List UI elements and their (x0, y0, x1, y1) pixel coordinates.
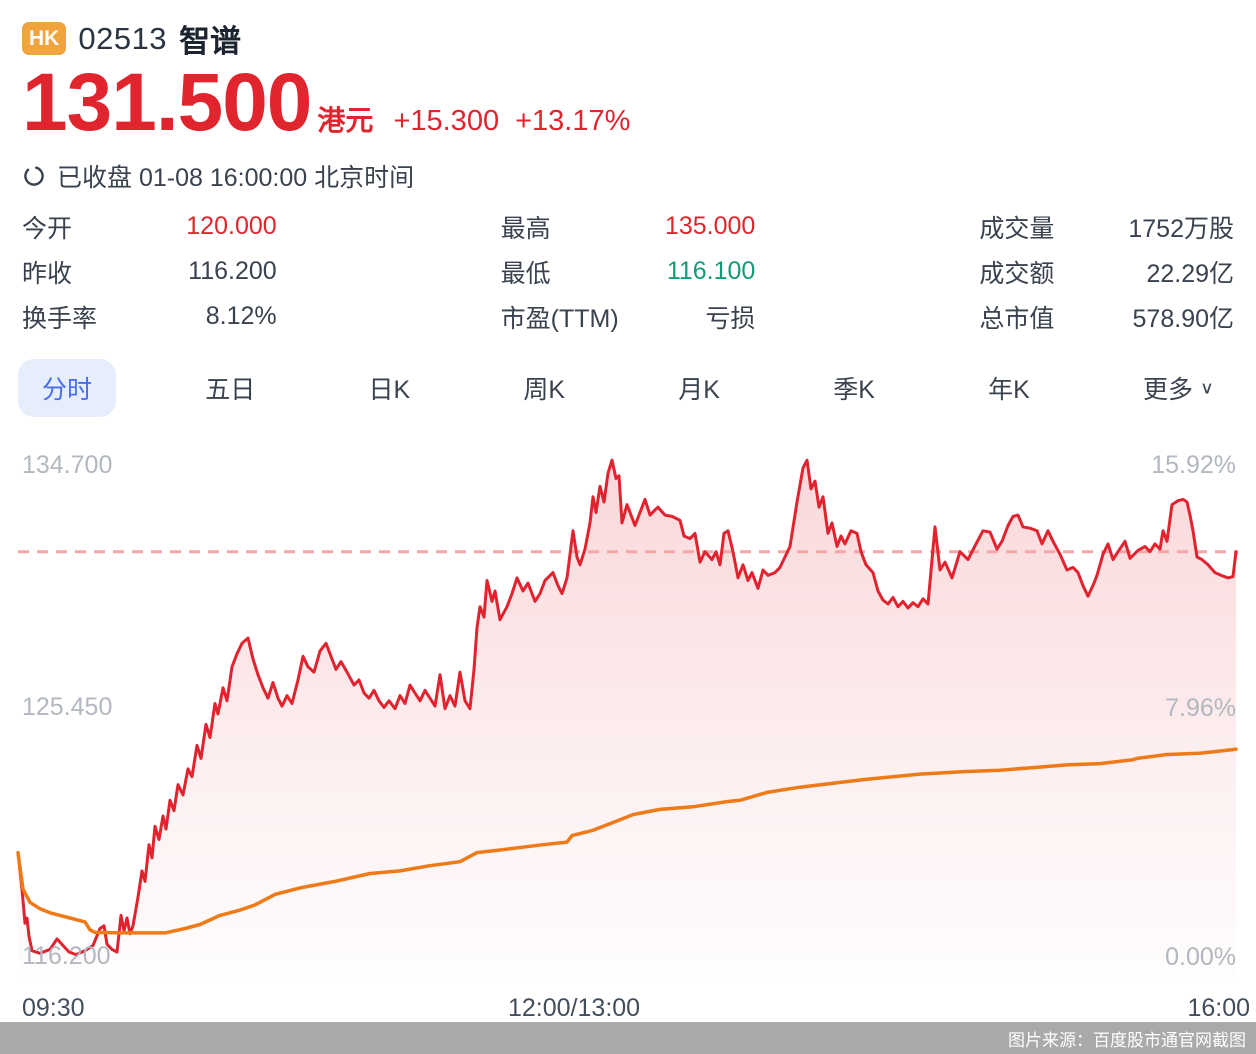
price-area-fill (18, 460, 1236, 982)
stat-low-label: 最低 (500, 259, 551, 288)
tab-monthly-k[interactable]: 月K (654, 359, 744, 417)
stat-prev-close-value: 116.200 (188, 257, 277, 285)
stat-pe-ttm: 市盈(TTM) 亏损 (501, 294, 756, 339)
stat-high: 最高 135.000 (501, 204, 756, 249)
stat-market-cap-label: 总市值 (979, 304, 1055, 333)
stat-low-value: 116.100 (666, 257, 756, 285)
tab-5day[interactable]: 五日 (181, 359, 279, 417)
stat-high-value: 135.000 (664, 212, 756, 240)
tab-minute[interactable]: 分时 (18, 359, 117, 417)
tab-5day-label: 五日 (205, 376, 256, 404)
stat-turnover-rate-label: 换手率 (22, 304, 98, 333)
current-price: 131.500 (22, 57, 312, 148)
image-credit-bar: 图片来源：百度股市通官网截图 (0, 1022, 1256, 1054)
stat-high-label: 最高 (500, 214, 551, 243)
currency-label: 港元 (317, 105, 374, 136)
stat-volume: 成交量 1752万股 (979, 204, 1234, 249)
y-axis-label-low: 116.200 (22, 942, 111, 970)
stat-low: 最低 116.100 (501, 249, 756, 294)
chevron-down-icon: ∨ (1200, 378, 1214, 398)
stat-pe-ttm-label: 市盈(TTM) (500, 304, 619, 333)
y-axis-label-high: 134.700 (22, 451, 113, 479)
stock-code: 02513 (78, 20, 168, 56)
price-change: +15.300 (393, 105, 500, 137)
tab-daily-k[interactable]: 日K (344, 359, 434, 417)
tab-weekly-k-label: 周K (523, 376, 566, 404)
stat-volume-label: 成交量 (979, 214, 1055, 243)
market-status-text: 已收盘 01-08 16:00:00 北京时间 (57, 164, 415, 192)
tab-more[interactable]: 更多 ∨ (1119, 359, 1238, 417)
stat-open-value: 120.000 (186, 212, 277, 240)
tab-quarterly-k[interactable]: 季K (809, 359, 899, 417)
market-status-row: 已收盘 01-08 16:00:00 北京时间 (22, 158, 414, 194)
price-change-percent: +13.17% (515, 105, 631, 137)
stat-market-cap: 总市值 578.90亿 (979, 294, 1234, 339)
stat-turnover: 成交额 22.29亿 (979, 249, 1234, 294)
stat-pe-ttm-value: 亏损 (705, 304, 756, 333)
tab-monthly-k-label: 月K (678, 376, 720, 404)
stat-open-label: 今开 (22, 214, 73, 243)
y-axis-pct-mid: 7.96% (1165, 694, 1236, 722)
image-credit-text: 图片来源：百度股市通官网截图 (1008, 1030, 1246, 1050)
tab-quarterly-k-label: 季K (833, 376, 875, 404)
tab-yearly-k[interactable]: 年K (964, 359, 1054, 417)
stat-market-cap-value: 578.90亿 (1132, 304, 1234, 333)
y-axis-pct-low: 0.00% (1165, 943, 1236, 971)
y-axis-label-mid: 125.450 (22, 693, 113, 721)
x-axis-label-close: 16:00 (1187, 994, 1250, 1022)
market-badge: HK (22, 22, 67, 55)
price-line (16, 458, 1238, 957)
stock-name: 智谱 (179, 24, 242, 59)
price-row: 131.500 港元 +15.300 +13.17% (22, 62, 630, 144)
y-axis-pct-high: 15.92% (1151, 451, 1236, 479)
tab-yearly-k-label: 年K (988, 376, 1030, 404)
stat-turnover-label: 成交额 (979, 259, 1055, 288)
tab-daily-k-label: 日K (368, 376, 411, 404)
chart-period-tabs: 分时 五日 日K 周K 月K 季K 年K 更多 ∨ (0, 359, 1256, 417)
stat-turnover-rate-value: 8.12% (205, 302, 277, 330)
tab-more-label: 更多 (1143, 376, 1194, 404)
stat-turnover-rate: 换手率 8.12% (22, 294, 277, 339)
stat-turnover-value: 22.29亿 (1146, 259, 1234, 288)
stat-open: 今开 120.000 (22, 204, 277, 249)
avg-price-line (16, 747, 1238, 935)
intraday-chart (16, 458, 1238, 982)
x-axis-label-noon: 12:00/13:00 (508, 994, 641, 1022)
tab-minute-label: 分时 (42, 376, 93, 404)
refresh-icon[interactable] (22, 164, 46, 188)
stat-volume-value: 1752万股 (1128, 214, 1234, 243)
stock-header: HK 02513 智谱 (22, 16, 241, 61)
stat-prev-close-label: 昨收 (22, 259, 73, 288)
tab-weekly-k[interactable]: 周K (499, 359, 589, 417)
stat-prev-close: 昨收 116.200 (22, 249, 277, 294)
x-axis-label-open: 09:30 (22, 994, 85, 1022)
stats-grid: 今开 120.000 最高 135.000 成交量 1752万股 昨收 116.… (0, 204, 1256, 339)
